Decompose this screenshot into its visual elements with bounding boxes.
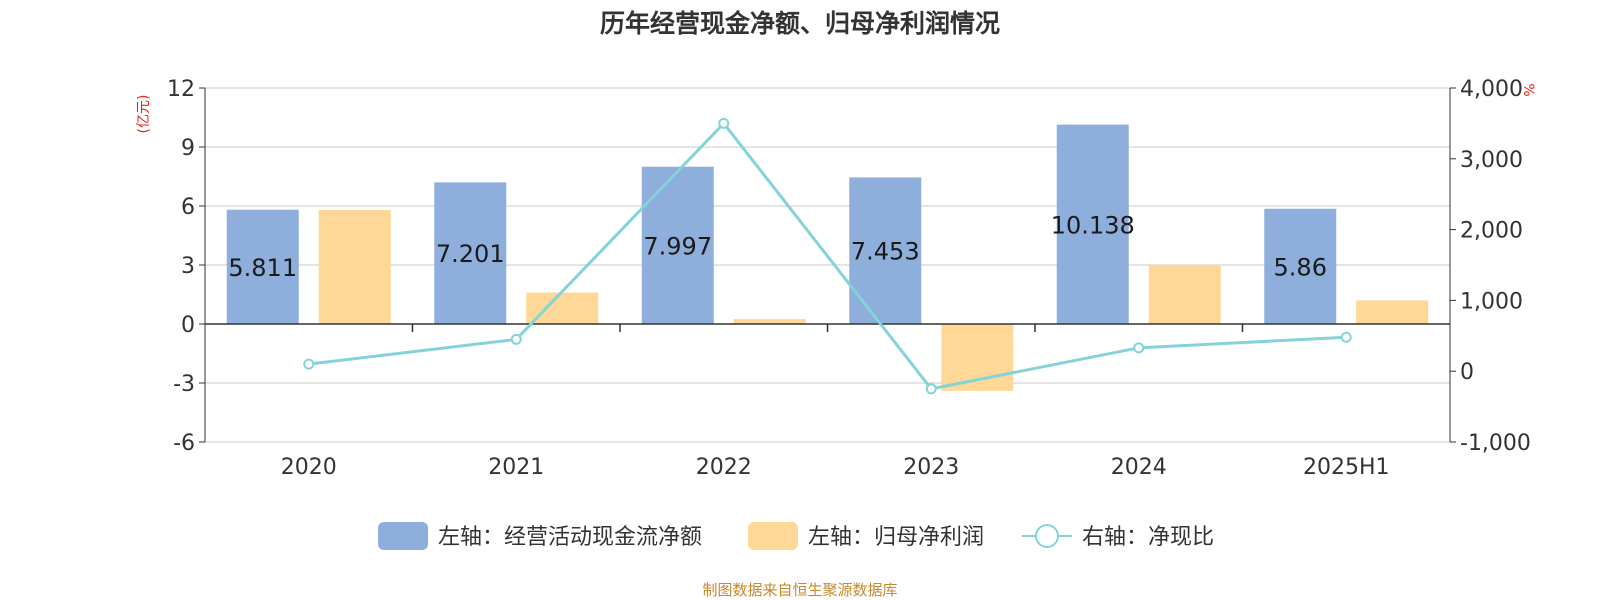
axes: 12 9 6 3 0 -3 -6 4,000 3,000 2,000 1,000 0 -1,000 202… [167,77,1531,480]
bar-operating-cash-flow [434,182,507,324]
legend-label: 左轴：归母净利润 [808,525,984,550]
legend-label: 左轴：经营活动现金流净额 [438,525,702,550]
bar-net-profit [526,292,599,324]
right-tick-label: 4,000 [1460,77,1523,102]
net-cash-ratio-point [1133,342,1145,354]
bar-operating-cash-flow [1056,124,1129,325]
net-cash-ratio-point [303,358,315,370]
net-cash-ratio-point [718,117,730,129]
left-tick-label: 6 [181,195,195,220]
right-tick-label: -1,000 [1460,431,1531,456]
legend-swatch [378,522,428,550]
right-axis-unit: % [1520,83,1536,96]
legend: 左轴：经营活动现金流净额 左轴：归母净利润 右轴：净现比 [378,522,1214,550]
right-tick-label: 2,000 [1460,219,1523,244]
net-cash-ratio-point [510,333,522,345]
left-tick-label: -6 [173,431,195,456]
net-cash-ratio-point [925,383,937,395]
left-tick-label: 3 [181,254,195,279]
data-labels: 5.811 7.201 7.997 7.453 10.138 5.86 [228,211,1327,282]
bar-value-label: 7.201 [436,240,505,268]
bar-net-profit [1356,300,1429,324]
bar-operating-cash-flow [641,166,714,324]
chart-title: 历年经营现金净额、归母净利润情况 [600,9,1000,38]
category-label: 2024 [1111,455,1167,480]
bars [226,124,1429,391]
category-label: 2025H1 [1303,455,1390,480]
bar-net-profit [1148,265,1221,324]
bar-net-profit [733,319,806,324]
net-cash-ratio-path [308,121,1347,391]
grid [205,87,1450,443]
bar-value-label: 10.138 [1051,211,1135,239]
left-axis-unit: (亿元) [136,95,152,134]
left-tick-label: 12 [167,77,195,102]
left-tick-label: -3 [173,372,195,397]
bar-value-label: 5.811 [228,254,297,282]
legend-label: 右轴：净现比 [1082,525,1214,550]
bar-operating-cash-flow [226,209,299,324]
category-label: 2022 [696,455,752,480]
bar-net-profit [318,209,391,324]
bar-value-label: 5.86 [1274,253,1327,281]
bar-value-label: 7.997 [643,232,712,260]
category-label: 2020 [281,455,337,480]
left-tick-label: 9 [181,136,195,161]
category-label: 2023 [903,455,959,480]
right-tick-label: 1,000 [1460,289,1523,314]
bar-value-label: 7.453 [851,238,920,266]
source-note: 制图数据来自恒生聚源数据库 [702,581,897,599]
right-tick-label: 0 [1460,360,1474,385]
legend-point-swatch [1035,524,1059,548]
left-tick-label: 0 [181,313,195,338]
bar-operating-cash-flow [1264,208,1337,324]
category-label: 2021 [488,455,544,480]
right-tick-label: 3,000 [1460,148,1523,173]
net-cash-ratio-line [303,117,1352,395]
net-cash-ratio-point [1340,331,1352,343]
legend-swatch [748,522,798,550]
